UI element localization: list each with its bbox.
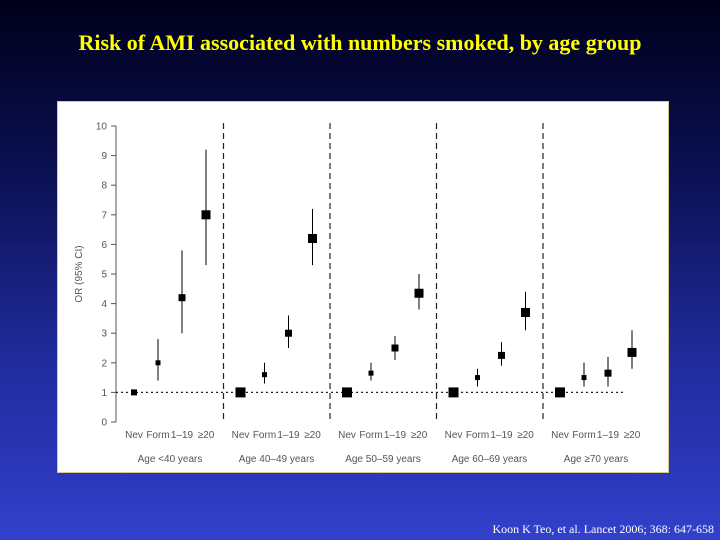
y-tick-label: 1 [101, 388, 107, 399]
category-label: ≥20 [624, 430, 641, 441]
y-tick-label: 2 [101, 358, 107, 369]
category-label: ≥20 [411, 430, 428, 441]
category-label: Form [466, 430, 489, 441]
category-label: 1–19 [384, 430, 407, 441]
or-point [555, 387, 565, 398]
or-point [308, 233, 317, 243]
y-tick-label: 9 [101, 151, 107, 162]
category-label: Nev [232, 430, 250, 441]
category-label: Form [253, 430, 276, 441]
category-label: ≥20 [304, 430, 321, 441]
category-label: Nev [551, 430, 569, 441]
group-label: Age 40–49 years [239, 454, 315, 465]
y-tick-label: 4 [101, 299, 107, 310]
or-point [201, 210, 211, 220]
category-label: Nev [445, 430, 463, 441]
or-point [178, 294, 186, 302]
or-point [342, 387, 352, 398]
category-label: Form [146, 430, 169, 441]
category-label: Nev [125, 430, 143, 441]
slide-title: Risk of AMI associated with numbers smok… [78, 30, 642, 55]
category-label: 1–19 [171, 430, 194, 441]
or-point [131, 389, 137, 396]
category-label: ≥20 [198, 430, 215, 441]
category-label: 1–19 [277, 430, 300, 441]
or-point [262, 372, 267, 378]
or-point [581, 375, 587, 381]
category-label: Nev [338, 430, 356, 441]
or-point [604, 369, 612, 377]
category-label: Form [572, 430, 595, 441]
or-point [498, 351, 505, 359]
y-axis-label: OR (95% CI) [74, 245, 85, 302]
category-label: ≥20 [517, 430, 534, 441]
or-point [475, 375, 480, 381]
or-point [391, 344, 399, 352]
y-tick-label: 8 [101, 181, 107, 192]
group-label: Age 50–59 years [345, 454, 421, 465]
y-tick-label: 5 [101, 270, 107, 281]
category-label: 1–19 [597, 430, 620, 441]
category-label: 1–19 [490, 430, 513, 441]
or-point [448, 387, 459, 398]
or-point [414, 288, 424, 298]
citation: Koon K Teo, et al. Lancet 2006; 368: 647… [492, 522, 714, 536]
y-tick-label: 10 [96, 122, 108, 133]
y-tick-label: 7 [101, 210, 107, 221]
category-label: Form [359, 430, 382, 441]
or-point [368, 370, 374, 376]
y-tick-label: 0 [101, 418, 107, 429]
y-tick-label: 6 [101, 240, 107, 251]
forest-plot-panel: 0 1 2 3 4 5 6 7 8 9 10 OR (95% CI) Nev Form 1–19 ≥20 Age… [57, 101, 669, 473]
y-tick-label: 3 [101, 329, 107, 340]
or-point [155, 360, 161, 366]
or-point [627, 347, 637, 357]
or-point [521, 307, 530, 317]
group-label: Age ≥70 years [564, 454, 628, 465]
group-label: Age <40 years [138, 454, 203, 465]
or-point [235, 387, 246, 398]
or-point [285, 329, 292, 337]
group-label: Age 60–69 years [452, 454, 528, 465]
